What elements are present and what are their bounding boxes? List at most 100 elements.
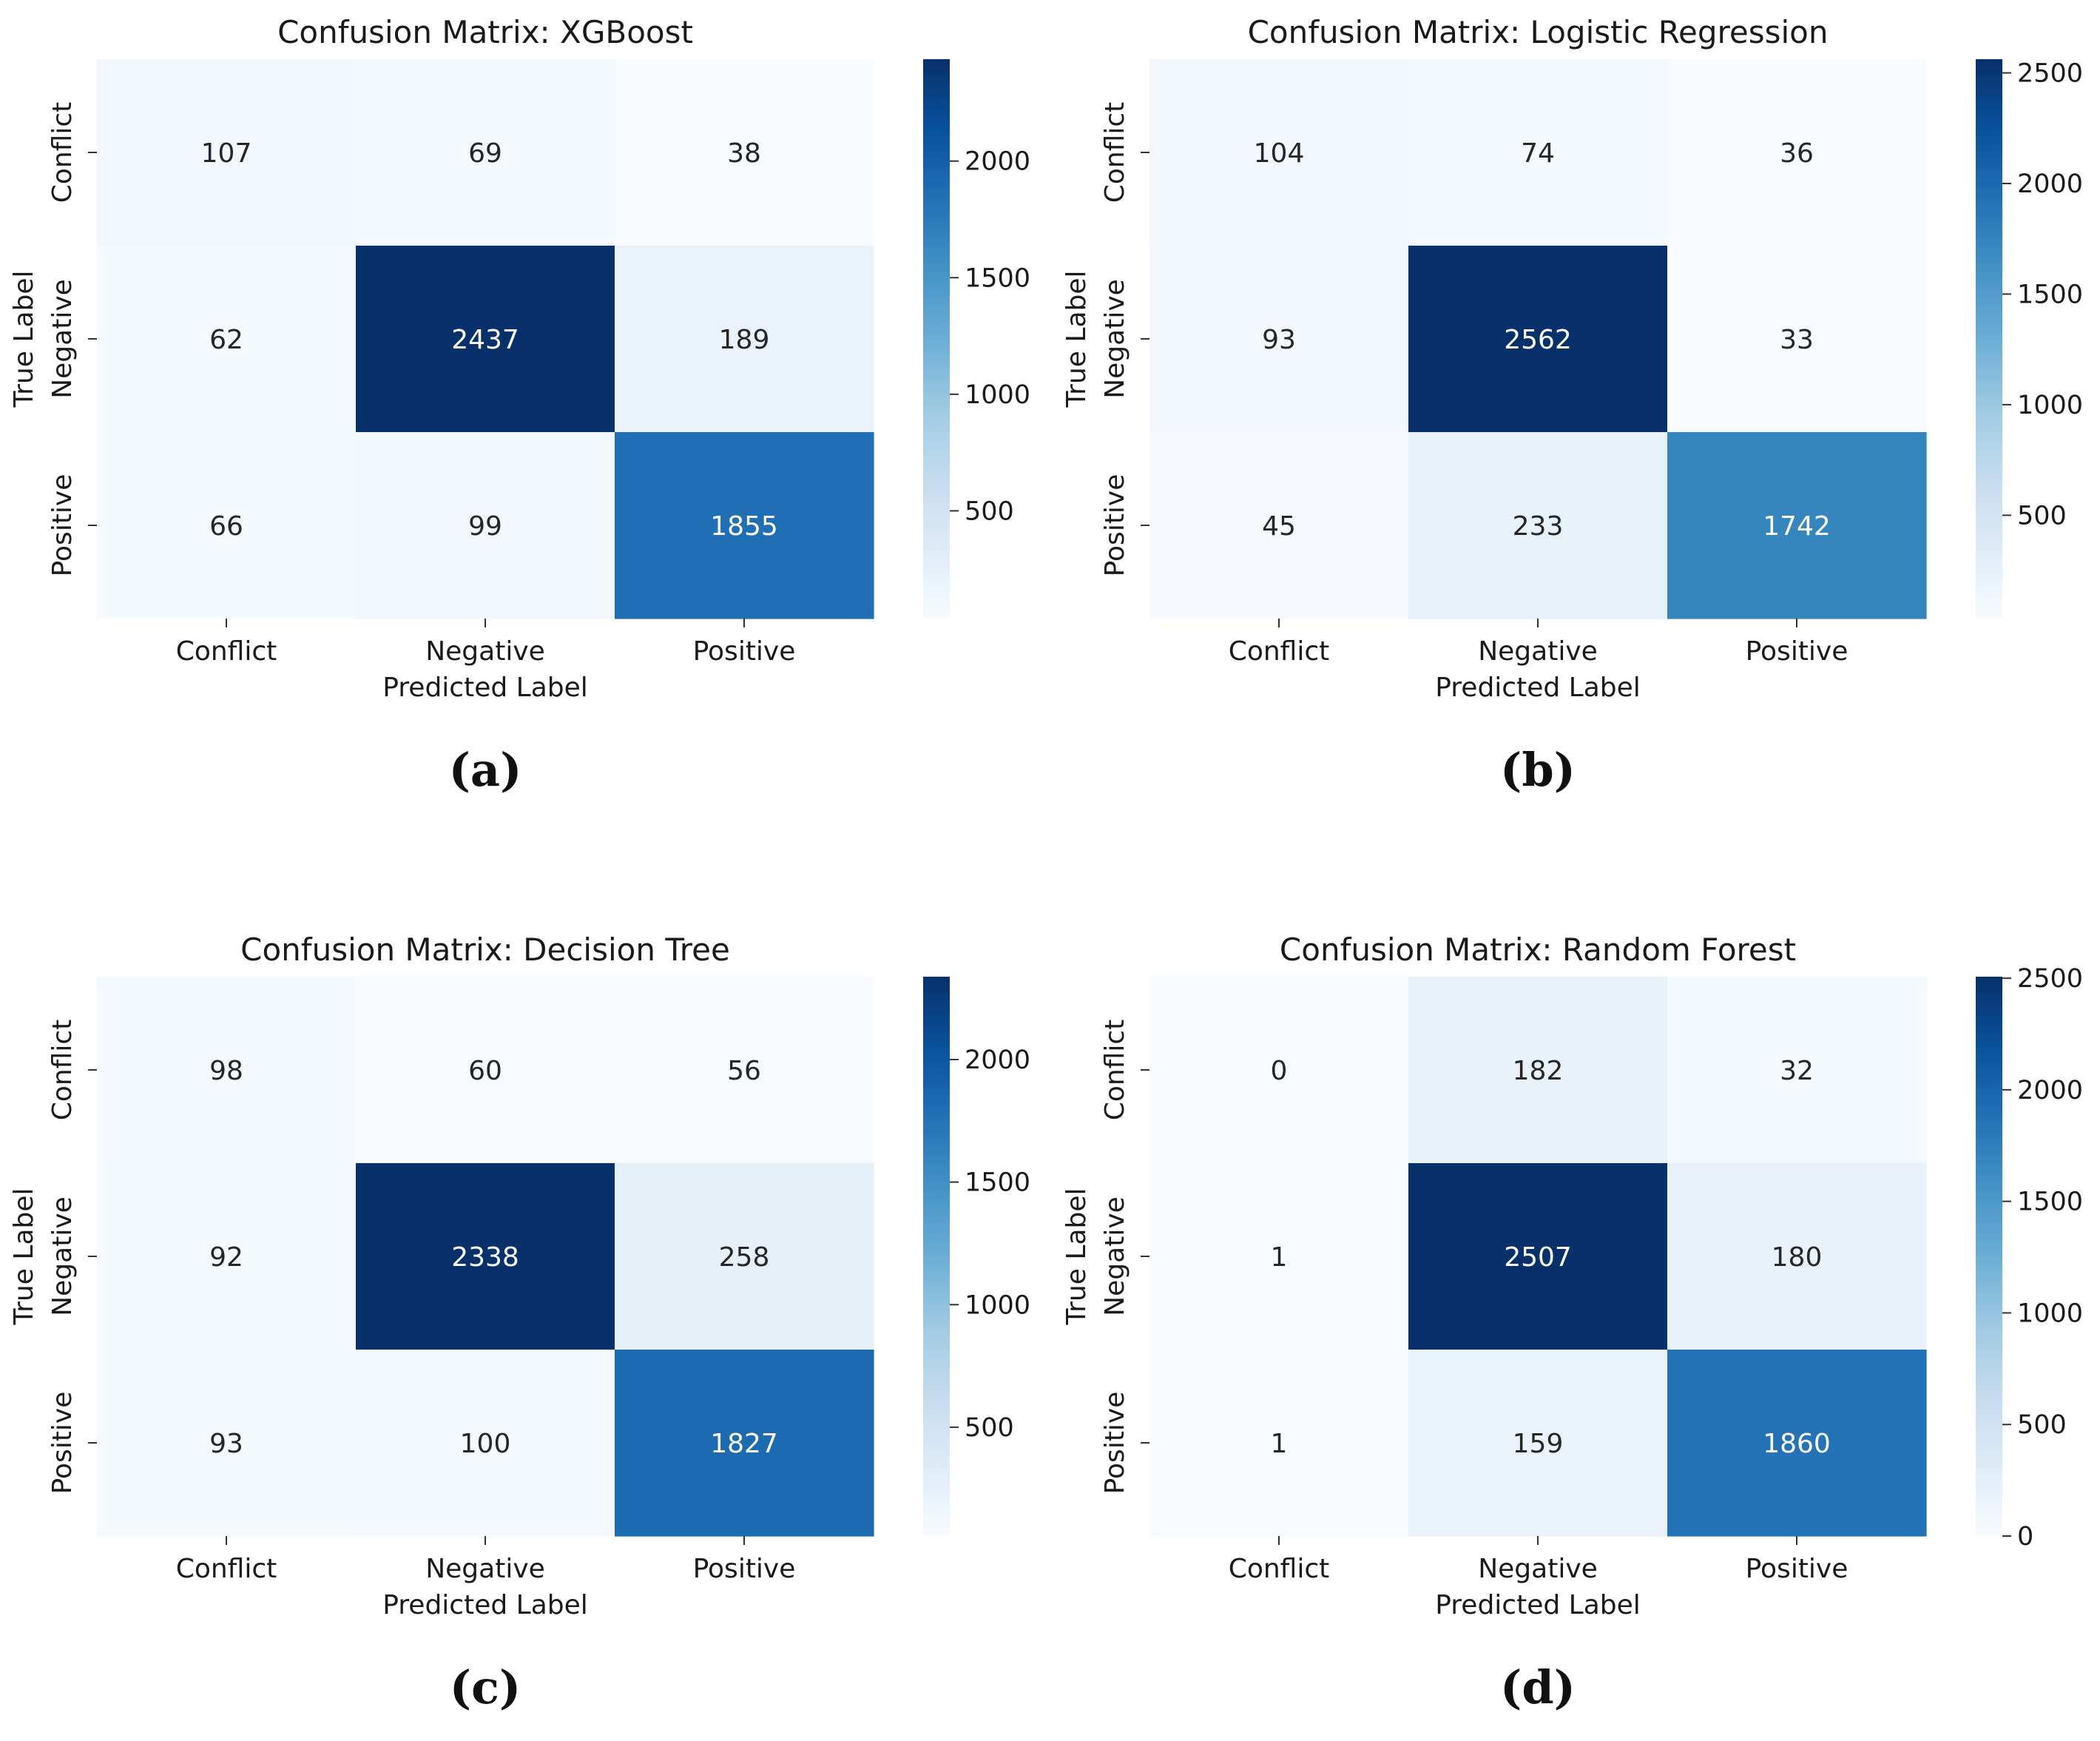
chart-3-value-negative-positive: 258 [719,1242,770,1273]
chart-1-value-conflict-conflict: 107 [201,138,252,169]
chart-4-cell-conflict-positive [1667,977,1927,1164]
chart-3-ytick-conflict: Conflict [47,1020,78,1121]
chart-3-title: Confusion Matrix: Decision Tree [240,932,730,968]
chart-1-cell-conflict-negative [356,59,615,246]
chart-4-cell-negative-negative [1408,1163,1668,1350]
chart-3-value-positive-conflict: 93 [209,1429,243,1459]
chart-1-ylabel: True Label [9,270,39,408]
chart-4-xtick-negative: Negative [1478,1554,1598,1584]
chart-4-colorbar [1976,977,2002,1536]
chart-4-colorbar-tick-1500: 1500 [2017,1188,2083,1217]
chart-2-ytick-negative: Negative [1100,279,1130,399]
chart-2-cell-negative-negative [1408,246,1668,433]
chart-1-cell-negative-positive [615,246,874,433]
chart-1-value-negative-conflict: 62 [209,325,243,355]
chart-4-cell-negative-conflict [1149,1163,1409,1350]
chart-4-value-positive-positive: 1860 [1763,1429,1831,1459]
chart-4-colorbar-tick-2500: 2500 [2017,964,2083,994]
chart-1-value-negative-positive: 189 [719,325,770,355]
chart-2-ytick-conflict: Conflict [1100,102,1130,203]
chart-3-colorbar-tick-500: 500 [965,1413,1014,1443]
chart-4-colorbar-tick-2000: 2000 [2017,1076,2083,1105]
chart-4-ylabel: True Label [1061,1188,1092,1325]
chart-4-value-positive-negative: 159 [1513,1429,1564,1459]
chart-2-title: Confusion Matrix: Logistic Regression [1248,14,1829,50]
chart-2-colorbar-tick-1000: 1000 [2017,391,2083,420]
chart-4-ytick-positive: Positive [1100,1392,1130,1495]
chart-1-value-positive-negative: 99 [468,511,502,542]
chart-1-colorbar-tick-1000: 1000 [965,380,1030,410]
chart-1-xtick-negative: Negative [425,636,545,667]
chart-3-cell-negative-negative [356,1163,615,1350]
chart-3-cell-positive-positive [615,1350,874,1537]
chart-2-xtick-negative: Negative [1478,636,1598,667]
chart-2-cell-negative-conflict [1149,246,1409,433]
chart-2-value-conflict-negative: 74 [1521,138,1555,169]
chart-4-caption: (d) [1500,1660,1576,1714]
chart-2-value-negative-conflict: 93 [1262,325,1296,355]
chart-4-cell-conflict-negative [1408,977,1668,1164]
chart-4-xlabel: Predicted Label [1435,1590,1641,1620]
chart-1-cell-negative-conflict [97,246,357,433]
chart-1-panel: Confusion Matrix: XGBoost 107 69 38 62 2437 18… [9,14,1030,797]
chart-1-cell-positive-positive [615,432,874,619]
chart-3-value-positive-positive: 1827 [710,1429,778,1459]
chart-4-ytick-negative: Negative [1100,1196,1130,1316]
chart-2-colorbar [1976,59,2002,619]
chart-2-cell-positive-negative [1408,432,1668,619]
chart-3-value-conflict-conflict: 98 [209,1056,243,1086]
chart-2-xtick-conflict: Conflict [1229,636,1330,667]
chart-3-colorbar-tick-1000: 1000 [965,1290,1030,1320]
chart-3-xlabel: Predicted Label [382,1590,588,1620]
chart-2-ylabel: True Label [1061,270,1092,408]
chart-1-ytick-positive: Positive [47,474,78,577]
chart-4-colorbar-tick-1000: 1000 [2017,1299,2083,1328]
chart-3-xtick-positive: Positive [693,1554,796,1584]
chart-4-value-conflict-conflict: 0 [1271,1056,1288,1086]
chart-2-value-positive-positive: 1742 [1763,511,1831,542]
chart-1-title: Confusion Matrix: XGBoost [277,14,693,50]
chart-4-colorbar-tick-500: 500 [2017,1410,2067,1440]
chart-1-xlabel: Predicted Label [382,673,588,703]
chart-2-value-conflict-positive: 36 [1780,138,1814,169]
chart-2-colorbar-tick-2000: 2000 [2017,169,2083,199]
chart-3-cell-negative-positive [615,1163,874,1350]
chart-4-value-positive-conflict: 1 [1271,1429,1288,1459]
chart-4-panel: Confusion Matrix: Random Forest 0 182 32 1 25… [1061,932,2083,1714]
chart-2-caption: (b) [1500,743,1576,797]
chart-3-colorbar [923,977,950,1536]
chart-1-colorbar-tick-500: 500 [965,496,1014,526]
chart-2-colorbar-tick-500: 500 [2017,501,2067,531]
chart-4-value-negative-positive: 180 [1772,1242,1823,1273]
chart-2-value-negative-negative: 2562 [1504,325,1572,355]
chart-2-cell-conflict-positive [1667,59,1927,246]
chart-1-cell-conflict-positive [615,59,874,246]
chart-3-cell-positive-conflict [97,1350,357,1537]
chart-3-ytick-negative: Negative [47,1196,78,1316]
chart-3-cell-negative-conflict [97,1163,357,1350]
chart-3-cell-conflict-conflict [97,977,357,1164]
chart-4-xtick-conflict: Conflict [1229,1554,1330,1584]
chart-3-cell-positive-negative [356,1350,615,1537]
chart-3-colorbar-tick-2000: 2000 [965,1045,1030,1075]
chart-4-cell-positive-negative [1408,1350,1668,1537]
chart-1-colorbar-tick-1500: 1500 [965,263,1030,293]
chart-3-value-negative-negative: 2338 [451,1242,519,1273]
chart-3-value-conflict-positive: 56 [727,1056,761,1086]
chart-2-xtick-positive: Positive [1746,636,1849,667]
chart-1-xtick-positive: Positive [693,636,796,667]
chart-2-value-positive-negative: 233 [1513,511,1564,542]
chart-2-panel: Confusion Matrix: Logistic Regression 104… [1061,14,2083,797]
chart-4-value-negative-conflict: 1 [1271,1242,1288,1273]
chart-2-value-negative-positive: 33 [1780,325,1814,355]
chart-2-cell-positive-conflict [1149,432,1409,619]
chart-3-value-positive-negative: 100 [460,1429,511,1459]
chart-1-value-negative-negative: 2437 [451,325,519,355]
chart-1-caption: (a) [449,743,522,797]
chart-4-ytick-conflict: Conflict [1100,1020,1130,1121]
chart-1-cell-positive-negative [356,432,615,619]
chart-4-title: Confusion Matrix: Random Forest [1280,932,1796,968]
chart-1-xtick-conflict: Conflict [176,636,277,667]
chart-3-colorbar-tick-1500: 1500 [965,1168,1030,1198]
